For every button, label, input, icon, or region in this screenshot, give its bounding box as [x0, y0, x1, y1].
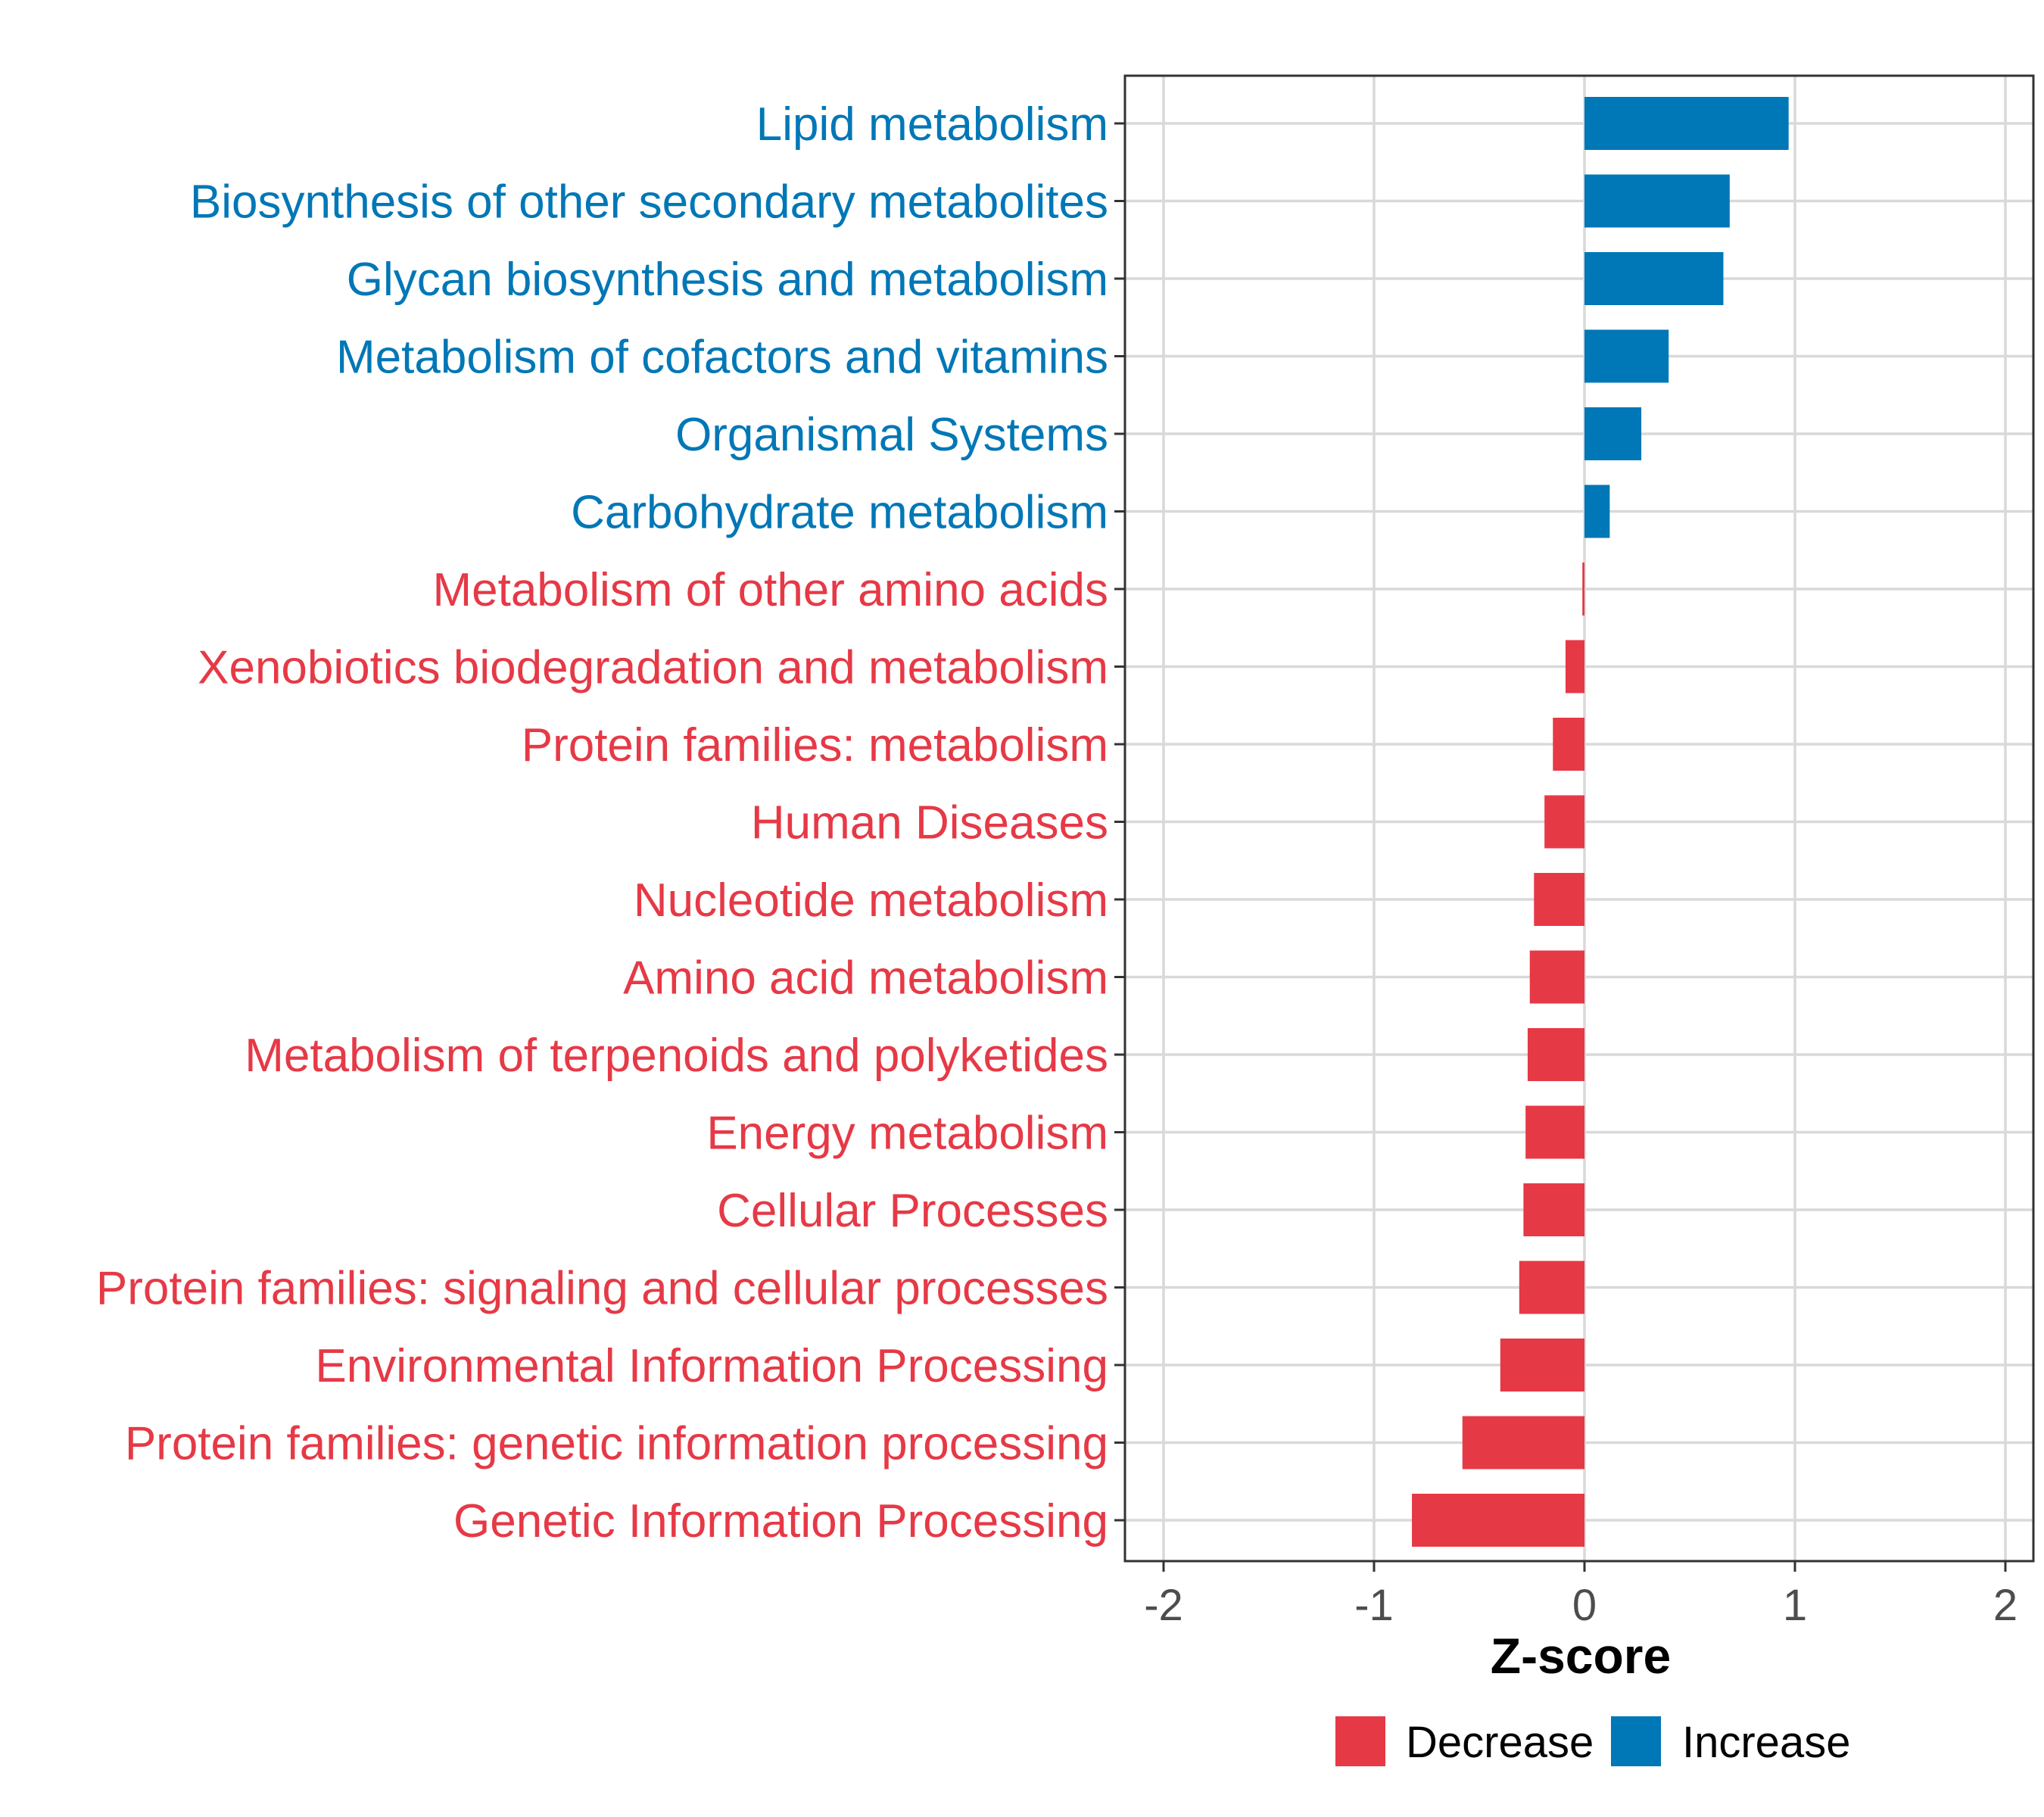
x-axis-title: Z-score [1491, 1628, 1671, 1684]
bar [1584, 485, 1610, 538]
bar [1519, 1261, 1584, 1314]
category-label: Genetic Information Processing [453, 1495, 1108, 1547]
category-label: Biosynthesis of other secondary metaboli… [190, 176, 1108, 229]
bar [1462, 1416, 1584, 1469]
category-label: Lipid metabolism [756, 98, 1108, 151]
bar [1584, 97, 1789, 150]
category-label: Metabolism of terpenoids and polyketides [245, 1030, 1108, 1082]
category-label: Carbohydrate metabolism [571, 487, 1108, 539]
bar [1584, 407, 1642, 460]
legend-key-increase [1611, 1716, 1661, 1766]
category-label: Energy metabolism [706, 1108, 1108, 1160]
category-label: Nucleotide metabolism [634, 874, 1108, 927]
bar [1500, 1339, 1584, 1392]
bar [1525, 1105, 1584, 1159]
bar [1582, 563, 1584, 616]
bar [1523, 1183, 1584, 1236]
category-label: Protein families: genetic information pr… [125, 1418, 1108, 1470]
bar [1527, 1028, 1584, 1081]
x-tick-label: -2 [1144, 1581, 1183, 1630]
x-tick-label: 1 [1783, 1581, 1807, 1630]
category-label: Amino acid metabolism [623, 952, 1108, 1005]
x-axis: -2 -1 0 1 2 [1144, 1561, 2018, 1630]
x-tick-label: 2 [1993, 1581, 2018, 1630]
bar [1412, 1494, 1584, 1547]
category-label: Protein families: signaling and cellular… [96, 1263, 1108, 1315]
x-tick-label: 0 [1572, 1581, 1597, 1630]
bar [1565, 640, 1584, 693]
category-label: Glycan biosynthesis and metabolism [347, 254, 1108, 306]
x-tick-label: -1 [1354, 1581, 1394, 1630]
bar [1529, 950, 1584, 1004]
category-label: Protein families: metabolism [522, 719, 1108, 771]
bar [1553, 718, 1584, 771]
bar [1534, 873, 1584, 926]
category-label: Environmental Information Processing [315, 1340, 1108, 1392]
category-label: Human Diseases [751, 797, 1108, 849]
plot-panel-border [1123, 74, 2035, 1563]
bar [1584, 174, 1730, 228]
category-label: Xenobiotics biodegradation and metabolis… [198, 642, 1108, 694]
legend: Decrease Increase [1335, 1716, 1850, 1767]
y-axis: Lipid metabolism Biosynthesis of other se… [96, 98, 1125, 1547]
category-label: Metabolism of other amino acids [432, 564, 1108, 616]
bar [1544, 795, 1584, 849]
bar [1584, 252, 1724, 305]
bar-layer [1412, 97, 1789, 1547]
bar [1584, 329, 1669, 383]
category-label: Metabolism of cofactors and vitamins [336, 332, 1108, 384]
legend-key-decrease [1335, 1716, 1385, 1766]
legend-label-decrease: Decrease [1406, 1718, 1594, 1767]
category-label: Cellular Processes [717, 1185, 1108, 1237]
category-label: Organismal Systems [675, 409, 1108, 461]
legend-label-increase: Increase [1682, 1718, 1850, 1767]
